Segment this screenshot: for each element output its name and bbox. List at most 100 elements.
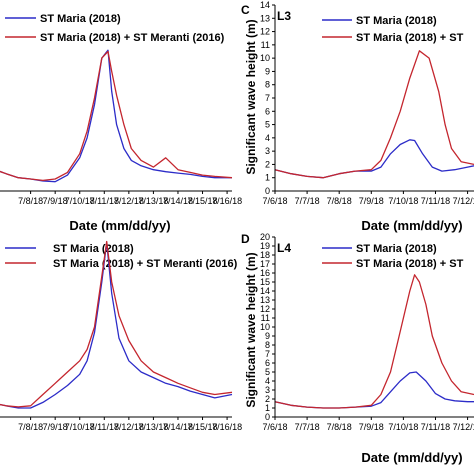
y-tick-label: 4 [265,376,270,386]
y-tick-label: 2 [265,394,270,404]
station-label: L4 [277,241,291,255]
y-tick-label: 17 [260,259,270,269]
legend-label-series-1: ST Maria (2018) [53,243,134,255]
y-tick-label: 10 [260,53,270,63]
y-tick-label: 14 [260,0,270,10]
y-tick-label: 3 [265,385,270,395]
x-tick-label: 7/6/18 [262,196,287,206]
panel-letter: D [241,232,250,246]
y-axis-title: Significant wave height (m) [244,19,258,174]
y-axis-title: Significant wave height (m) [244,252,258,407]
y-tick-label: 15 [260,277,270,287]
y-tick-label: 18 [260,250,270,260]
y-tick-label: 20 [260,232,270,242]
x-tick-label: 7/9/18 [43,422,68,432]
x-tick-label: 7/6/18 [262,422,287,432]
legend-label-series-2: ST Maria (2018) + ST [356,258,464,270]
y-tick-label: 12 [260,304,270,314]
y-tick-label: 6 [265,106,270,116]
y-tick-label: 0 [265,186,270,196]
legend: ST Maria (2018) ST Maria (2018) + ST Mer… [5,243,238,270]
x-tick-label: 7/10/18 [65,196,95,206]
panel-top-left: ST Maria (2018) ST Maria (2018) + ST Mer… [0,13,242,233]
x-tick-label: 7/13/18 [138,196,168,206]
x-tick-label: 7/7/18 [295,422,320,432]
y-tick-label: 11 [261,40,270,50]
y-tick-label: 13 [260,13,270,23]
y-tick-label: 1 [265,173,270,183]
x-tick-label: 7/11/18 [90,196,119,206]
x-axis-title: Date (mm/dd/yy) [361,218,462,233]
x-tick-label: 7/11/18 [90,422,119,432]
y-tick-label: 12 [260,27,270,37]
x-tick-label: 7/8/18 [18,196,43,206]
x-tick-label: 7/12/18 [114,196,144,206]
x-tick-label: 7/9/18 [359,422,384,432]
legend-label-series-1: ST Maria (2018) [356,15,437,27]
x-tick-label: 7/8/18 [18,422,43,432]
legend-label-series-1: ST Maria (2018) [40,13,121,25]
x-tick-label: 7/16/18 [212,196,242,206]
x-tick-label: 7/16/18 [212,422,242,432]
y-tick-label: 3 [265,146,270,156]
x-tick-label: 7/15/18 [188,422,218,432]
x-tick-label: 7/11/18 [421,196,450,206]
y-tick-label: 5 [265,120,270,130]
x-tick-label: 7/9/18 [43,196,68,206]
y-tick-label: 6 [265,358,270,368]
legend-label-series-2: ST Maria (2018) + ST Meranti (2016) [53,258,238,270]
x-tick-label: 7/12/18 [453,422,474,432]
station-label: L3 [277,9,291,23]
x-tick-label: 7/12/18 [114,422,144,432]
legend: ST Maria (2018) ST Maria (2018) + ST Mer… [5,13,225,44]
panel-bottom-left: ST Maria (2018) ST Maria (2018) + ST Mer… [0,240,242,432]
legend-label-series-1: ST Maria (2018) [356,243,437,255]
y-tick-label: 16 [260,268,270,278]
y-tick-label: 5 [265,367,270,377]
y-tick-label: 14 [260,286,270,296]
x-tick-label: 7/10/18 [388,196,418,206]
y-tick-label: 11 [261,313,270,323]
y-tick-label: 2 [265,159,270,169]
legend: ST Maria (2018) ST Maria (2018) + ST [322,15,464,44]
series-line-1 [274,139,474,179]
y-tick-label: 8 [265,340,270,350]
panel-D: D L4 Significant wave height (m) ST Mari… [241,232,474,465]
y-tick-label: 13 [260,295,270,305]
series-line-2 [0,240,233,408]
x-tick-label: 7/11/18 [421,422,450,432]
series-line-1 [0,49,232,183]
x-tick-label: 7/9/18 [359,196,384,206]
legend-label-series-2: ST Maria (2018) + ST [356,32,464,44]
x-tick-label: 7/7/18 [295,196,320,206]
x-tick-label: 7/8/18 [327,196,352,206]
legend-label-series-2: ST Maria (2018) + ST Meranti (2016) [40,32,225,44]
y-tick-label: 19 [260,241,270,251]
series-line-2 [274,50,474,179]
x-tick-label: 7/14/18 [163,196,193,206]
series-line-2 [0,50,233,182]
x-tick-label: 7/12/18 [453,196,474,206]
y-tick-label: 9 [265,331,270,341]
x-tick-label: 7/13/18 [138,422,168,432]
x-tick-label: 7/10/18 [65,422,95,432]
y-tick-label: 10 [260,322,270,332]
panel-C: C L3 Significant wave height (m) ST Mari… [241,0,474,233]
y-tick-label: 7 [265,93,270,103]
y-tick-label: 9 [265,66,270,76]
x-tick-label: 7/14/18 [163,422,193,432]
x-tick-label: 7/10/18 [388,422,418,432]
x-tick-label: 7/8/18 [327,422,352,432]
legend: ST Maria (2018) ST Maria (2018) + ST [322,243,464,270]
panel-letter: C [241,3,250,17]
series-line-2 [274,274,474,409]
x-axis-title: Date (mm/dd/yy) [69,218,170,233]
y-tick-label: 7 [265,349,270,359]
y-tick-label: 8 [265,80,270,90]
y-tick-label: 0 [265,412,270,422]
y-tick-label: 4 [265,133,270,143]
y-tick-label: 1 [265,403,270,413]
x-tick-label: 7/15/18 [188,196,218,206]
x-axis-title: Date (mm/dd/yy) [361,450,462,465]
